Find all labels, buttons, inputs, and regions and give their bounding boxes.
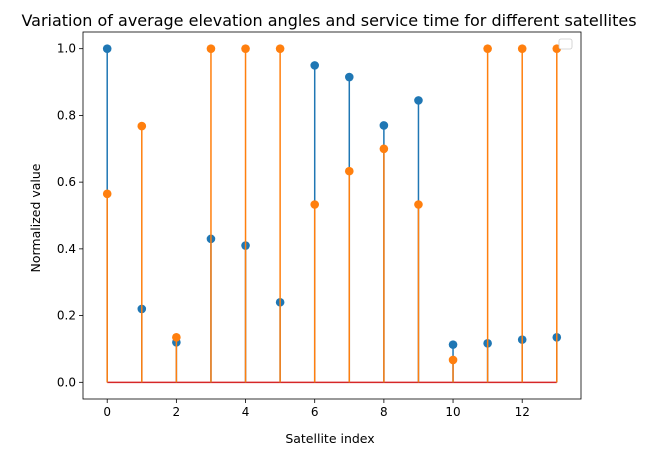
stem-marker-s2-0 bbox=[102, 189, 112, 199]
stem-marker-s2-4 bbox=[241, 44, 250, 53]
y-tick-label-3: 0.6 bbox=[57, 175, 76, 189]
stem-marker-s1-9 bbox=[414, 96, 423, 105]
stem-marker-s2-10 bbox=[448, 355, 458, 365]
y-tick-label-2: 0.4 bbox=[57, 242, 76, 256]
stem-marker-s2-12 bbox=[517, 44, 527, 53]
legend-box bbox=[558, 38, 573, 50]
y-tick-label-1: 0.2 bbox=[57, 309, 76, 323]
stem-marker-s1-7 bbox=[344, 72, 354, 82]
y-tick-label-4: 0.8 bbox=[57, 108, 76, 122]
stem-marker-s1-8 bbox=[379, 121, 389, 130]
stem-marker-s2-5 bbox=[275, 44, 285, 53]
x-tick-label-4: 4 bbox=[242, 405, 250, 419]
stem-marker-s2-1 bbox=[137, 121, 147, 131]
plot-area bbox=[102, 44, 562, 384]
y-axis-label: Normalized value bbox=[28, 163, 43, 272]
x-tick-label-6: 6 bbox=[311, 405, 319, 419]
stem-marker-s2-6 bbox=[310, 200, 320, 209]
x-tick-label-10: 10 bbox=[445, 405, 460, 419]
stem-marker-s1-10 bbox=[448, 340, 458, 349]
stem-marker-s2-2 bbox=[172, 332, 181, 342]
stem-marker-s2-3 bbox=[206, 44, 216, 53]
stem-marker-s1-0 bbox=[102, 44, 112, 53]
stem-marker-s2-7 bbox=[344, 166, 354, 176]
y-tick-label-0: 0.0 bbox=[57, 375, 76, 389]
stem-marker-s1-6 bbox=[310, 61, 320, 70]
stem-marker-s2-9 bbox=[414, 200, 423, 209]
x-tick-label-12: 12 bbox=[515, 405, 530, 419]
x-tick-label-0: 0 bbox=[103, 405, 111, 419]
x-tick-label-8: 8 bbox=[380, 405, 388, 419]
x-tick-label-2: 2 bbox=[173, 405, 181, 419]
y-tick-label-5: 1.0 bbox=[57, 42, 76, 56]
stem-marker-s2-8 bbox=[379, 144, 389, 154]
chart-title: Variation of average elevation angles an… bbox=[21, 11, 636, 30]
stem-marker-s2-11 bbox=[483, 44, 492, 53]
x-axis-label: Satellite index bbox=[285, 431, 374, 446]
plot-frame bbox=[82, 31, 582, 400]
